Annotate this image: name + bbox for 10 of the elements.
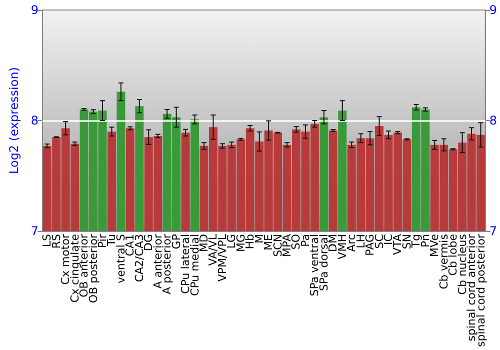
y-tick-label: 7 (30, 224, 39, 238)
y-tick-label: 8 (30, 114, 39, 128)
x-tick-label: OB posterior (86, 234, 100, 304)
x-tick-label: Tg (410, 234, 423, 249)
y-tick-label: 9 (30, 3, 39, 17)
y-axis-title: Log2 (expression) (7, 67, 21, 174)
y2-tick-label: 7 (489, 224, 498, 238)
y2-tick-label: 8 (489, 114, 498, 128)
y2-tick-label: 9 (489, 3, 498, 17)
x-tick-label: A posterior (160, 234, 174, 294)
